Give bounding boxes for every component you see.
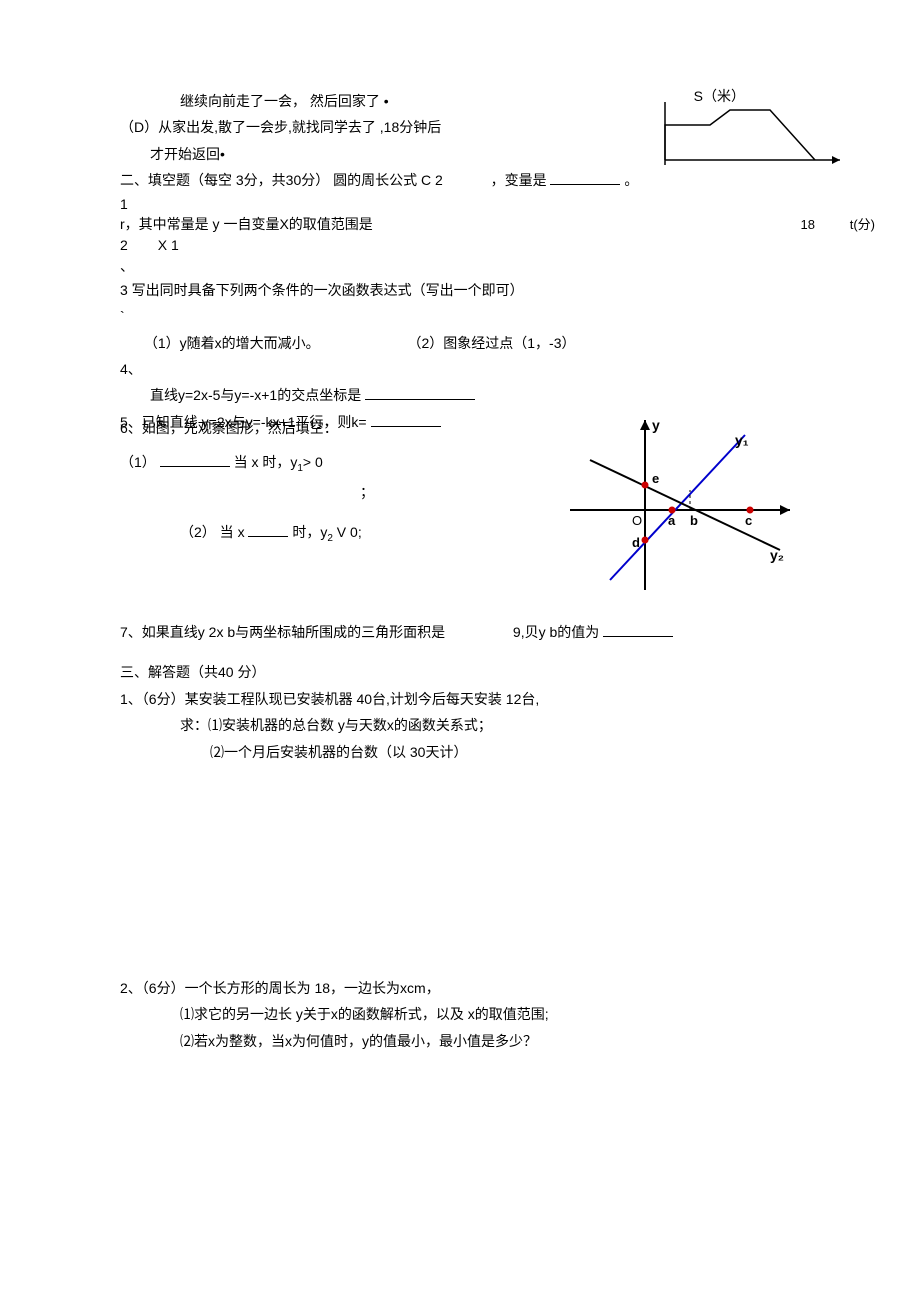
svg-text:c: c: [745, 513, 752, 528]
q1-c: 2X 1: [120, 237, 820, 254]
svg-text:y: y: [652, 417, 660, 433]
q1-sep: 、: [120, 258, 820, 275]
s3-q1-a: 1、（6分）某安装工程队现已安装机器 40台,计划今后每天安装 12台,: [120, 688, 820, 710]
q4-num: 4、: [120, 358, 820, 380]
t-axis-label: t(分): [850, 215, 875, 236]
svg-text:a: a: [668, 513, 676, 528]
s3-q2-a: 2、（6分）一个长方形的周长为 18，一边长为xcm，: [120, 977, 820, 999]
s3-q2-b: ⑴求它的另一边长 y关于x的函数解析式，以及 x的取值范围;: [120, 1003, 820, 1025]
svg-text:d: d: [632, 535, 640, 550]
distance-time-chart: [660, 100, 850, 175]
q3-head: 3 写出同时具备下列两个条件的一次函数表达式（写出一个即可）: [120, 279, 820, 301]
q4-text: 直线y=2x-5与y=-x+1的交点坐标是: [120, 384, 820, 406]
svg-text:y₂: y₂: [770, 547, 784, 563]
svg-text:O: O: [632, 513, 642, 528]
s3-q1-b: 求：⑴安装机器的总台数 y与天数x的函数关系式；: [120, 714, 820, 736]
svg-text:b: b: [690, 513, 698, 528]
q7: 7、如果直线y 2x b与两坐标轴所围成的三角形面积是 9,贝y b的值为: [120, 621, 820, 643]
s3-q1-c: ⑵一个月后安装机器的台数（以 30天计）: [120, 741, 820, 763]
linear-functions-chart: y y₁ y₂ O a b c d e: [570, 415, 800, 595]
q1-b: r，其中常量是 y 一自变量X的取值范围是: [120, 216, 820, 233]
s3-q2-c: ⑵若x为整数，当x为何值时，y的值最小，最小值是多少？: [120, 1030, 820, 1052]
tick-18: 18: [801, 215, 815, 236]
q1-a: 1: [120, 196, 820, 213]
q3-sep: `: [120, 305, 820, 327]
section3-title: 三、解答题（共40 分）: [120, 661, 820, 683]
svg-text:e: e: [652, 471, 659, 486]
q3-conditions: （1）y随着x的增大而减小。 （2）图象经过点（1，-3）: [120, 332, 820, 354]
svg-text:y₁: y₁: [735, 432, 749, 448]
